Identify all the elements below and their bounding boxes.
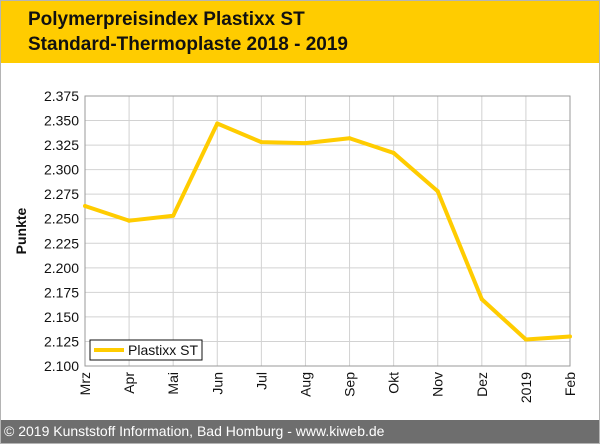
legend: Plastixx ST (89, 339, 203, 361)
chart-subtitle: Standard-Thermoplaste 2018 - 2019 (28, 34, 348, 55)
chart-title: Polymerpreisindex Plastixx ST (28, 9, 305, 30)
x-tick-label: Apr (121, 372, 137, 394)
data-point (303, 141, 308, 146)
data-point (171, 213, 176, 218)
x-tick-label: Okt (386, 372, 402, 394)
y-tick-label: 2.125 (44, 333, 79, 349)
data-point (83, 203, 87, 208)
y-tick-label: 2.175 (44, 284, 79, 300)
data-point (435, 189, 440, 194)
series-points (83, 121, 572, 342)
y-tick-label: 2.325 (44, 137, 79, 153)
y-tick-label: 2.150 (44, 309, 79, 325)
y-tick-label: 2.300 (44, 162, 79, 178)
y-axis: 2.100 2.125 2.150 2.175 2.200 2.225 2.250 2.275… (44, 88, 79, 374)
y-tick-label: 2.375 (44, 88, 79, 104)
data-point (347, 136, 352, 141)
data-point (568, 334, 572, 339)
x-tick-label: Dez (474, 372, 490, 397)
y-tick-label: 2.225 (44, 235, 79, 251)
grid (84, 95, 571, 367)
legend-box (89, 339, 203, 361)
copyright-text: © 2019 Kunststoff Information, Bad Hombu… (4, 423, 385, 439)
y-tick-label: 2.250 (44, 211, 79, 227)
chart-footer: © 2019 Kunststoff Information, Bad Hombu… (1, 420, 599, 443)
data-point (523, 337, 528, 342)
x-axis: Mrz Apr Mai Jun Jul Aug Sep Okt Nov Dez 2019 Feb (77, 372, 578, 403)
series-line-plastixx-st (84, 121, 571, 342)
y-tick-label: 2.350 (44, 113, 79, 129)
legend-label: Plastixx ST (128, 342, 198, 358)
x-tick-label: Sep (342, 372, 358, 397)
data-point (215, 121, 220, 126)
y-tick-label: 2.275 (44, 186, 79, 202)
x-tick-label: Jun (209, 372, 225, 395)
x-tick-label: Mrz (77, 372, 93, 395)
y-tick-label: 2.200 (44, 260, 79, 276)
data-point (479, 297, 484, 302)
data-point (127, 218, 132, 223)
x-tick-label: Jul (253, 372, 269, 390)
x-tick-label: Mai (165, 372, 181, 395)
y-axis-label: Punkte (13, 207, 29, 254)
data-point (391, 150, 396, 155)
chart-header: Polymerpreisindex Plastixx ST Standard-T… (1, 1, 599, 63)
x-tick-label: Feb (562, 372, 578, 396)
x-tick-label: Nov (430, 372, 446, 397)
plot-area (84, 95, 571, 367)
y-tick-label: 2.100 (44, 358, 79, 374)
data-point (259, 140, 264, 145)
x-tick-label: 2019 (518, 372, 534, 403)
x-tick-label: Aug (297, 372, 313, 397)
